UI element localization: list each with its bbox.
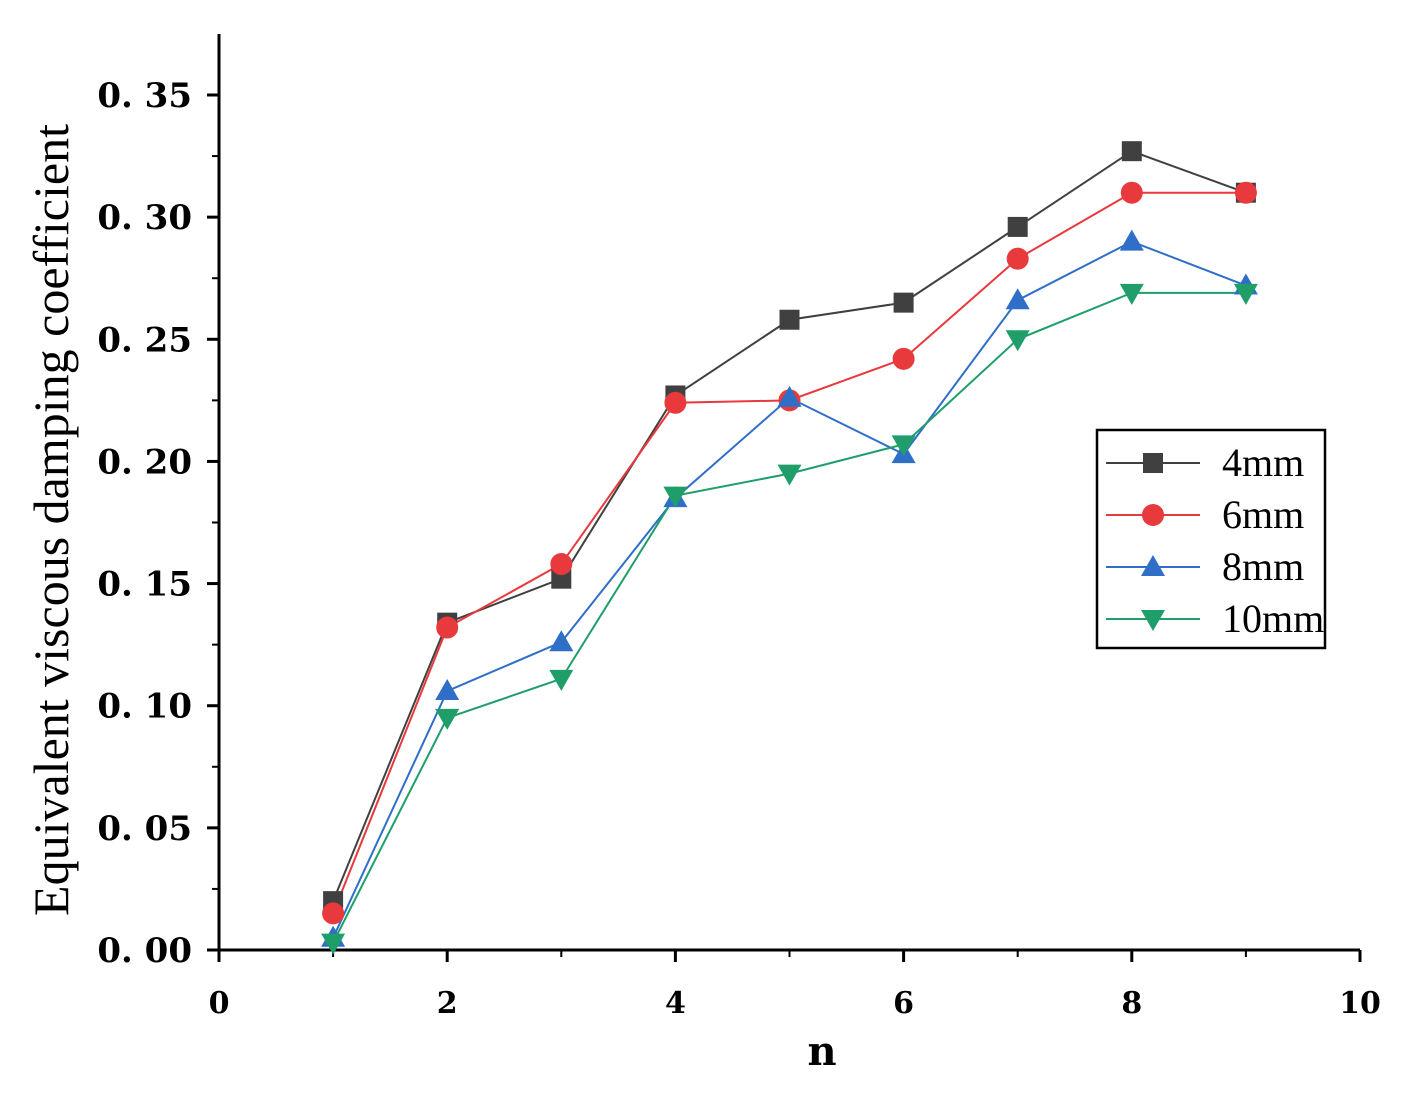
- data-point-10mm: [321, 933, 346, 955]
- data-point-10mm: [1233, 283, 1258, 305]
- legend-marker-10mm: [1141, 610, 1165, 631]
- x-tick-label: 10: [1339, 986, 1381, 1021]
- legend-marker-6mm: [1142, 504, 1164, 526]
- series-markers: [321, 141, 1258, 955]
- x-tick-label: 4: [665, 986, 686, 1021]
- data-point-6mm: [436, 616, 459, 639]
- legend-marker-4mm: [1143, 453, 1163, 473]
- data-point-8mm: [435, 679, 460, 701]
- data-point-10mm: [777, 464, 802, 486]
- y-tick-label: 0. 20: [97, 442, 192, 482]
- axis-ticks: 0. 00 0. 05 0. 10 0. 15 0. 20 0. 25 0. 30 0. 35…: [97, 76, 1381, 1021]
- y-tick-label: 0. 25: [97, 320, 192, 360]
- legend-box: [1095, 428, 1327, 650]
- data-point-6mm: [550, 553, 573, 576]
- data-point-6mm: [1120, 181, 1143, 204]
- data-point-10mm: [891, 435, 916, 457]
- x-tick-label: 8: [1121, 986, 1142, 1021]
- data-point-10mm: [435, 708, 460, 730]
- data-point-4mm: [779, 309, 800, 330]
- legend-label-8mm: 8mm: [1222, 544, 1304, 589]
- y-tick-label: 0. 00: [97, 931, 192, 971]
- x-tick-label: 0: [209, 986, 230, 1021]
- legend-label-6mm: 6mm: [1222, 492, 1304, 537]
- legend-label-10mm: 10mm: [1222, 596, 1324, 641]
- data-point-8mm: [1119, 229, 1144, 251]
- data-point-6mm: [664, 391, 687, 414]
- data-point-10mm: [663, 486, 688, 508]
- data-point-4mm: [893, 292, 914, 313]
- y-tick-label: 0. 35: [97, 76, 192, 116]
- data-point-6mm: [322, 902, 345, 925]
- x-tick-label: 2: [437, 986, 458, 1021]
- data-point-10mm: [549, 669, 574, 691]
- y-tick-label: 0. 10: [97, 687, 192, 727]
- y-tick-label: 0. 30: [97, 198, 192, 238]
- data-point-6mm: [1006, 247, 1029, 270]
- x-tick-label: 6: [893, 986, 914, 1021]
- data-point-4mm: [1121, 141, 1142, 162]
- data-point-8mm: [777, 385, 802, 407]
- legend-label-4mm: 4mm: [1222, 440, 1304, 485]
- legend: 4mm 6mm 8mm 10mm: [1095, 428, 1327, 650]
- data-point-10mm: [1005, 330, 1030, 352]
- y-tick-label: 0. 15: [97, 565, 192, 605]
- x-axis-title: n: [807, 1028, 836, 1075]
- data-point-4mm: [1007, 216, 1028, 237]
- data-point-10mm: [1119, 283, 1144, 305]
- y-tick-label: 0. 05: [97, 809, 192, 849]
- legend-marker-8mm: [1141, 555, 1165, 576]
- data-point-6mm: [892, 347, 915, 370]
- data-point-8mm: [549, 630, 574, 652]
- data-point-8mm: [1005, 288, 1030, 310]
- data-point-6mm: [1234, 181, 1257, 204]
- y-axis-title: Equivalent viscous damping coefficient: [23, 124, 79, 916]
